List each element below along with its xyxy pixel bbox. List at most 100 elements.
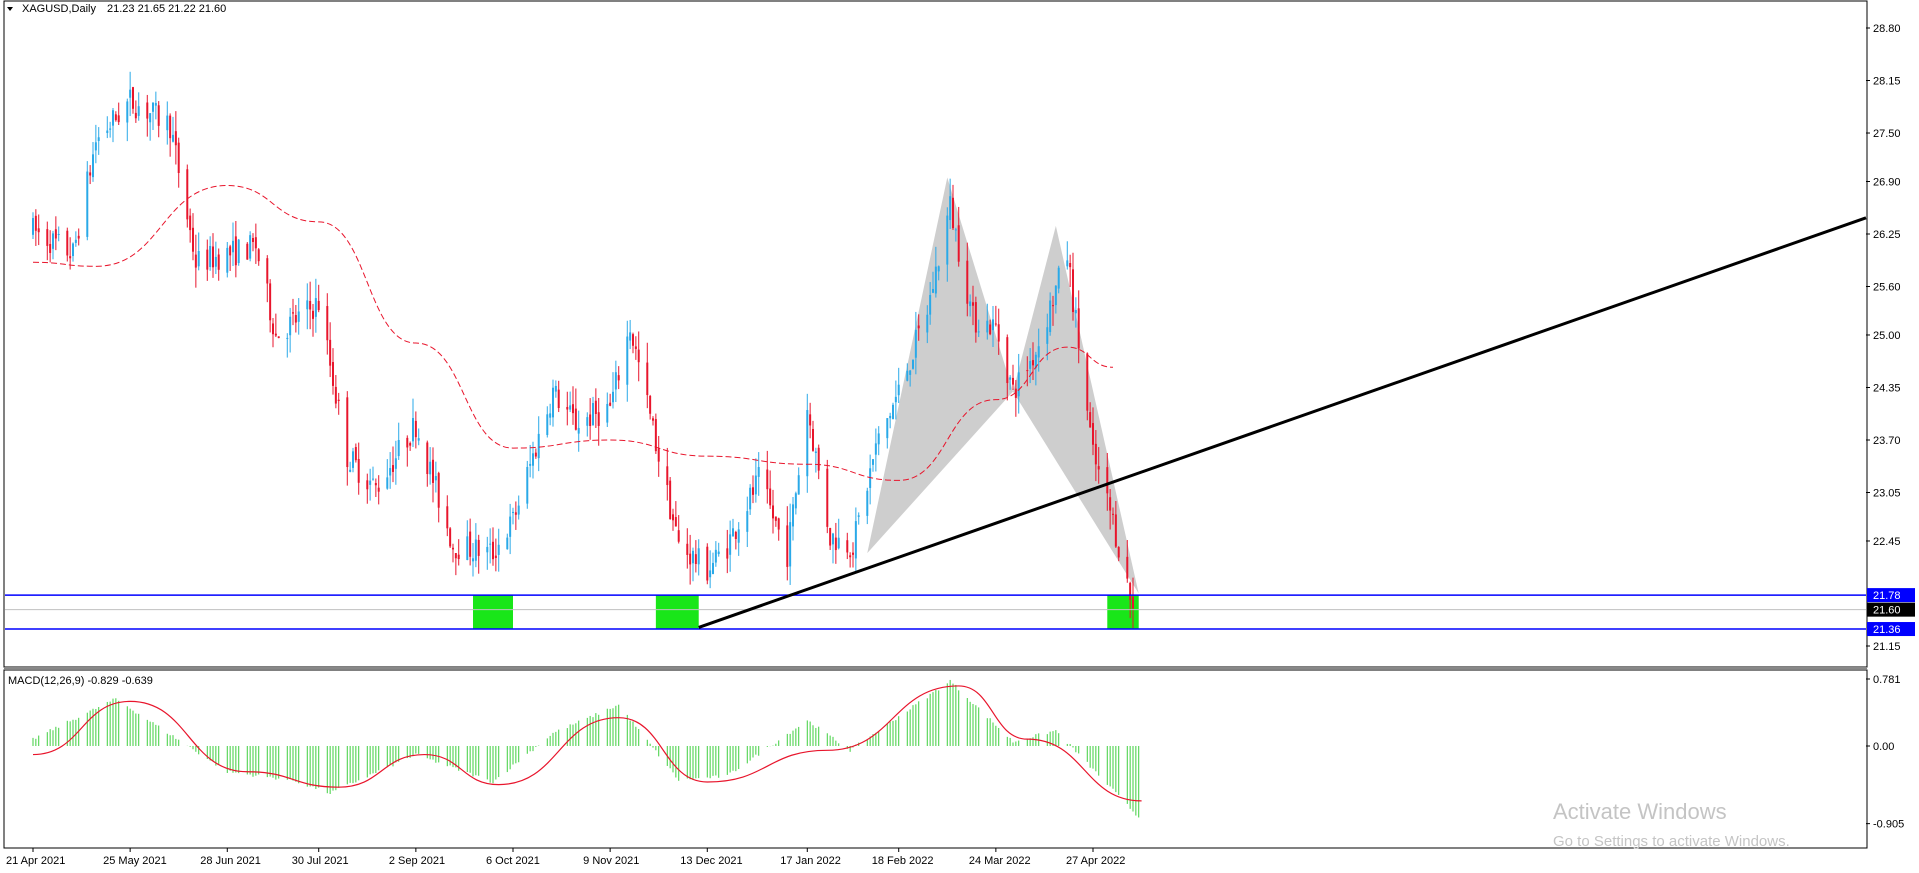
last-price-tag — [1867, 602, 1915, 617]
candle-body — [317, 300, 320, 311]
candle-body — [297, 311, 300, 322]
price-axis: 28.80 28.15 27.50 26.90 26.25 25.60 25.00 24.35… — [1866, 23, 1901, 653]
time-tick-label: 18 Feb 2022 — [872, 855, 934, 867]
candle-body — [54, 229, 57, 239]
demand-zone-2 — [655, 595, 699, 630]
candle-body — [292, 312, 294, 314]
candle-body — [1086, 353, 1089, 411]
demand-zone-1 — [473, 595, 513, 630]
candle-body — [817, 447, 820, 471]
candle-body — [409, 443, 412, 446]
candle-body — [834, 537, 837, 551]
macd-tick-label: -0.905 — [1873, 819, 1904, 831]
candle-body — [774, 516, 777, 521]
candle-body — [257, 249, 260, 262]
candle-body — [577, 427, 580, 434]
candle-body — [966, 260, 969, 304]
candle-body — [726, 548, 729, 559]
candle-body — [852, 552, 854, 555]
candlesticks — [32, 71, 1134, 629]
candle-body — [729, 534, 732, 555]
candle-body — [446, 506, 449, 529]
candle-body — [109, 128, 112, 130]
price-tick-label: 21.15 — [1873, 641, 1901, 653]
candle-body — [1132, 596, 1134, 609]
candle-body — [732, 528, 734, 537]
candle-body — [737, 529, 740, 543]
candle-body — [274, 333, 277, 336]
candle-body — [429, 461, 432, 475]
candle-body — [1012, 377, 1014, 385]
candle-body — [909, 370, 912, 375]
candle-body — [892, 404, 894, 419]
candle-body — [126, 101, 129, 123]
macd-pane-frame — [3, 669, 1868, 849]
candle-body — [1029, 360, 1032, 369]
candle-body — [69, 256, 72, 259]
price-tick-label: 24.35 — [1873, 382, 1901, 394]
candle-body — [312, 310, 314, 319]
moving-average-line — [32, 185, 1114, 481]
price-tick-label: 26.90 — [1873, 176, 1901, 188]
price-tick-label: 28.80 — [1873, 23, 1901, 35]
time-axis: 21 Apr 2021 25 May 2021 28 Jun 2021 30 Jul … — [6, 848, 1125, 867]
candle-body — [397, 440, 400, 457]
candle-body — [197, 251, 200, 267]
candle-body — [857, 515, 860, 517]
candle-body — [974, 302, 977, 333]
candle-body — [1077, 308, 1080, 349]
candle-body — [697, 548, 700, 565]
candle-body — [586, 417, 589, 426]
horizontal-levels: 21.78 21.36 21.60 — [5, 588, 1915, 637]
candle-body — [529, 463, 532, 466]
candle-body — [626, 336, 629, 385]
candle-body — [977, 331, 980, 333]
candle-body — [826, 468, 829, 527]
candle-body — [832, 533, 834, 545]
candle-body — [454, 553, 457, 559]
price-tick-label: 25.60 — [1873, 282, 1901, 294]
candle-body — [77, 235, 80, 239]
candle-body — [337, 399, 340, 402]
candle-body — [314, 298, 317, 317]
candle-body — [677, 530, 680, 542]
candle-body — [592, 403, 594, 426]
macd-axis: 0.781 0.00 -0.905 — [1866, 674, 1904, 831]
candle-body — [246, 243, 249, 260]
candle-body — [674, 517, 677, 527]
candle-body — [914, 329, 917, 358]
candle-body — [1126, 556, 1129, 579]
level-price-tag-2 — [1867, 622, 1915, 637]
candle-body — [117, 115, 120, 123]
candle-body — [612, 391, 614, 403]
candle-body — [889, 415, 892, 419]
candle-body — [497, 544, 500, 555]
candle-body — [386, 477, 389, 489]
candle-body — [917, 325, 920, 329]
level-price-label-1: 21.78 — [1873, 590, 1901, 602]
candle-body — [566, 406, 569, 410]
candle-body — [997, 324, 1000, 342]
candle-body — [657, 448, 660, 462]
candle-body — [154, 103, 157, 106]
candle-body — [886, 418, 889, 439]
candle-body — [954, 229, 957, 231]
candle-body — [594, 400, 597, 415]
candle-body — [457, 554, 460, 560]
candle-body — [869, 468, 872, 488]
candle-body — [169, 115, 172, 139]
candle-body — [569, 405, 572, 410]
candle-body — [377, 487, 380, 492]
candle-body — [114, 114, 117, 121]
candle-body — [452, 547, 454, 550]
candle-body — [632, 334, 634, 346]
activation-watermark-subtitle: Go to Settings to activate Windows. — [1553, 833, 1790, 850]
candle-body — [957, 225, 960, 262]
trendline — [698, 216, 1867, 629]
price-tick-label: 27.50 — [1873, 128, 1901, 140]
price-tick-label: 23.70 — [1873, 435, 1901, 447]
candle-body — [1014, 388, 1017, 398]
collapse-arrow-icon[interactable] — [7, 7, 13, 11]
candle-body — [514, 512, 517, 515]
candle-body — [829, 527, 832, 546]
